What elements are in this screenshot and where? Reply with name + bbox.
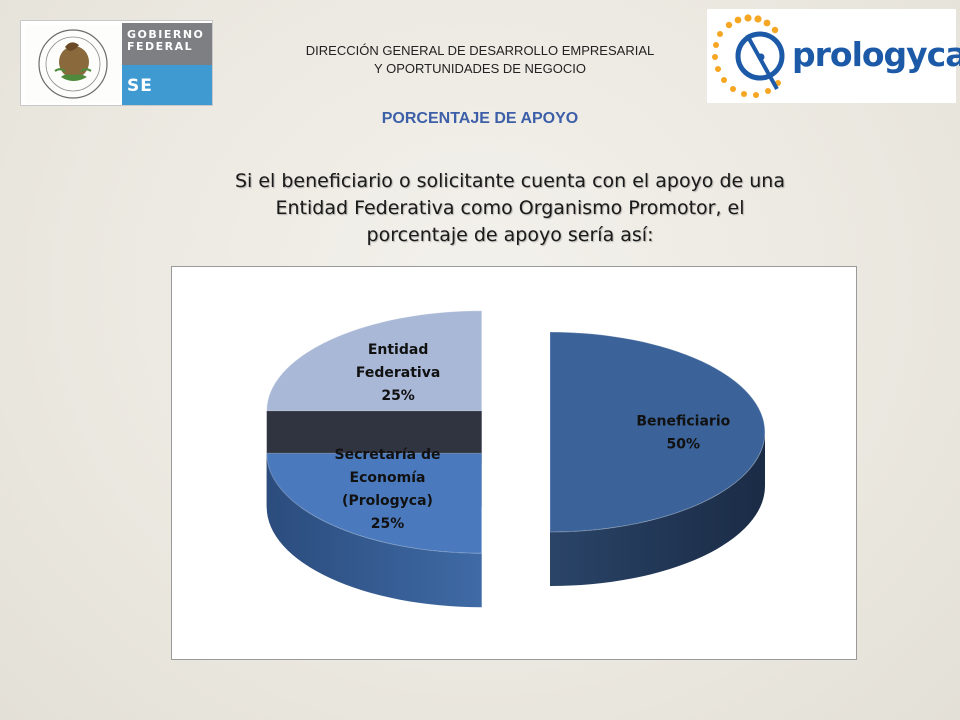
slice-name-label: Federativa	[356, 365, 440, 381]
national-seal-icon	[25, 25, 121, 103]
slice-wall	[266, 410, 482, 465]
prologyca-logo: prologyca	[707, 9, 960, 103]
slice-label: Beneficiario 50%	[636, 414, 730, 453]
header-line-1: DIRECCIÓN GENERAL DE DESARROLLO EMPRESAR…	[305, 43, 655, 58]
slice-top	[266, 310, 483, 412]
pie-slice	[266, 452, 483, 608]
slice-name-label: Beneficiario	[636, 414, 730, 430]
slice-name-label: Secretaría de	[335, 447, 441, 463]
pie-chart: Beneficiario 50% Secretaría de Economía (Pro…	[266, 310, 766, 608]
slice-label: Entidad Federativa 25%	[356, 342, 440, 404]
intro-line-3: porcentaje de apoyo sería así:	[366, 224, 654, 246]
federal-label: FEDERAL	[127, 40, 194, 53]
se-band	[122, 65, 212, 105]
slice-value-label: 25%	[371, 516, 405, 532]
intro-line-2: Entidad Federativa como Organismo Promot…	[275, 197, 745, 219]
gobierno-band	[122, 23, 212, 65]
slice-name-label: Economía	[350, 470, 426, 486]
slice-name-label: Entidad	[368, 342, 429, 358]
pie-slice	[266, 310, 483, 465]
section-title: PORCENTAJE DE APOYO	[381, 110, 579, 127]
pie-chart-area: Beneficiario 50% Secretaría de Economía (Pro…	[171, 266, 857, 660]
slice-value-label: 50%	[667, 437, 701, 453]
slice-side	[550, 432, 765, 586]
header-line-2: Y OPORTUNIDADES DE NEGOCIO	[374, 61, 586, 76]
prologyca-emblem-icon	[712, 14, 785, 98]
gobierno-federal-logo: GOBIERNO FEDERAL SE	[20, 20, 213, 106]
page-header: DIRECCIÓN GENERAL DE DESARROLLO EMPRESAR…	[250, 42, 710, 78]
prologyca-wordmark: prologyca	[792, 35, 960, 74]
se-label: SE	[127, 76, 153, 96]
gobierno-label: GOBIERNO	[127, 28, 205, 41]
intro-line-1: Si el beneficiario o solicitante cuenta …	[234, 170, 785, 192]
pie-slice	[549, 331, 766, 586]
intro-text: Si el beneficiario o solicitante cuenta …	[150, 168, 870, 249]
slice-top	[549, 331, 766, 533]
slice-side	[266, 453, 482, 608]
slice-top	[266, 452, 483, 554]
slice-name-label: (Prologyca)	[342, 493, 433, 509]
slice-label: Secretaría de Economía (Prologyca) 25%	[335, 447, 441, 532]
slice-value-label: 25%	[381, 388, 415, 404]
gobierno-federal-text: GOBIERNO FEDERAL	[127, 29, 204, 53]
